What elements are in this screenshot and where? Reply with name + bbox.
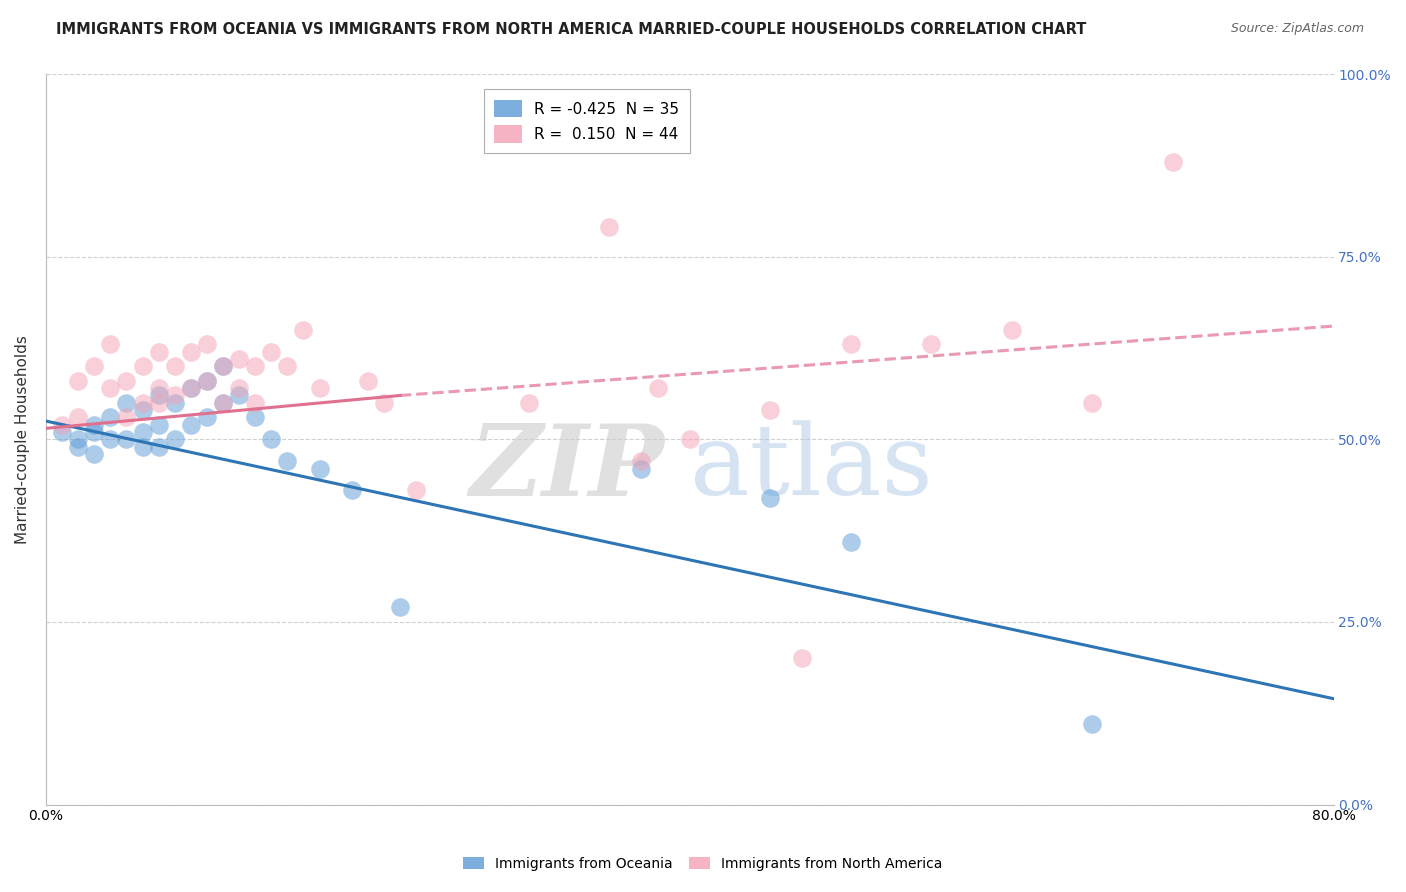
Point — [1001, 323, 1024, 337]
Point — [98, 433, 121, 447]
Point — [647, 381, 669, 395]
Point — [195, 374, 218, 388]
Point — [389, 600, 412, 615]
Point — [148, 396, 170, 410]
Point — [517, 396, 540, 410]
Point — [148, 381, 170, 395]
Point — [148, 344, 170, 359]
Point — [148, 440, 170, 454]
Point — [195, 374, 218, 388]
Point — [115, 396, 138, 410]
Point — [276, 454, 298, 468]
Point — [131, 440, 153, 454]
Point — [839, 337, 862, 351]
Point — [1081, 717, 1104, 731]
Point — [115, 374, 138, 388]
Point — [212, 396, 235, 410]
Point — [83, 425, 105, 439]
Point — [98, 337, 121, 351]
Point — [115, 433, 138, 447]
Point — [83, 417, 105, 432]
Point — [228, 351, 250, 366]
Point — [308, 381, 330, 395]
Text: IMMIGRANTS FROM OCEANIA VS IMMIGRANTS FROM NORTH AMERICA MARRIED-COUPLE HOUSEHOL: IMMIGRANTS FROM OCEANIA VS IMMIGRANTS FR… — [56, 22, 1087, 37]
Point — [131, 425, 153, 439]
Point — [131, 359, 153, 374]
Point — [98, 410, 121, 425]
Point — [212, 359, 235, 374]
Point — [373, 396, 395, 410]
Point — [163, 359, 186, 374]
Text: atlas: atlas — [690, 421, 932, 516]
Point — [163, 433, 186, 447]
Point — [148, 388, 170, 402]
Point — [245, 396, 267, 410]
Point — [792, 651, 814, 665]
Point — [180, 381, 202, 395]
Legend: R = -0.425  N = 35, R =  0.150  N = 44: R = -0.425 N = 35, R = 0.150 N = 44 — [484, 89, 690, 153]
Point — [308, 461, 330, 475]
Point — [260, 433, 283, 447]
Text: ZIP: ZIP — [470, 420, 664, 516]
Point — [195, 410, 218, 425]
Point — [67, 374, 90, 388]
Point — [260, 344, 283, 359]
Point — [292, 323, 315, 337]
Legend: Immigrants from Oceania, Immigrants from North America: Immigrants from Oceania, Immigrants from… — [458, 851, 948, 876]
Point — [357, 374, 380, 388]
Point — [212, 396, 235, 410]
Point — [630, 461, 652, 475]
Point — [920, 337, 942, 351]
Point — [759, 403, 782, 417]
Point — [212, 359, 235, 374]
Point — [98, 381, 121, 395]
Point — [630, 454, 652, 468]
Point — [67, 433, 90, 447]
Point — [83, 447, 105, 461]
Point — [163, 388, 186, 402]
Point — [1161, 154, 1184, 169]
Point — [131, 403, 153, 417]
Point — [598, 220, 620, 235]
Y-axis label: Married-couple Households: Married-couple Households — [15, 334, 30, 544]
Point — [839, 534, 862, 549]
Point — [67, 410, 90, 425]
Point — [51, 425, 73, 439]
Point — [180, 381, 202, 395]
Point — [245, 359, 267, 374]
Point — [1081, 396, 1104, 410]
Point — [276, 359, 298, 374]
Point — [759, 491, 782, 505]
Point — [679, 433, 702, 447]
Point — [195, 337, 218, 351]
Point — [405, 483, 427, 498]
Point — [115, 410, 138, 425]
Text: Source: ZipAtlas.com: Source: ZipAtlas.com — [1230, 22, 1364, 36]
Point — [245, 410, 267, 425]
Point — [340, 483, 363, 498]
Point — [67, 440, 90, 454]
Point — [180, 417, 202, 432]
Point — [131, 396, 153, 410]
Point — [148, 417, 170, 432]
Point — [163, 396, 186, 410]
Point — [83, 359, 105, 374]
Point — [228, 381, 250, 395]
Point — [180, 344, 202, 359]
Point — [228, 388, 250, 402]
Point — [51, 417, 73, 432]
